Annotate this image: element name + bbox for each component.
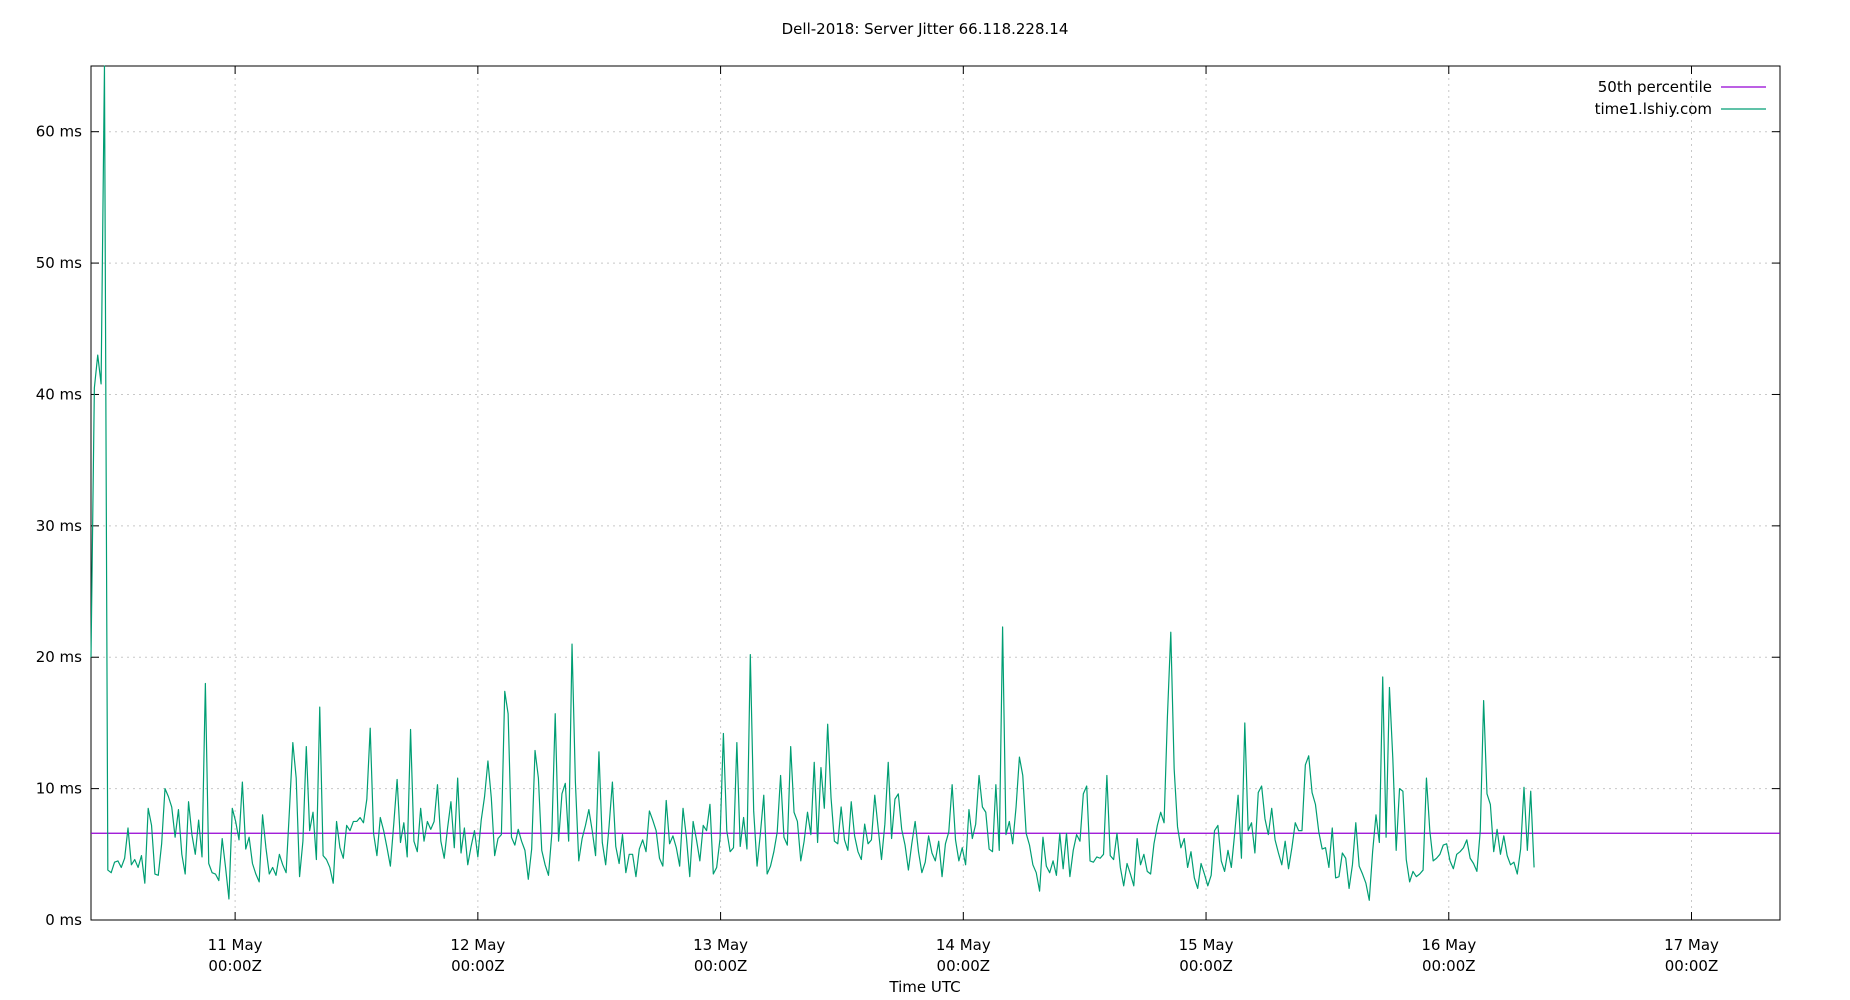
x-tick-date-label: 14 May	[936, 936, 991, 954]
y-axis: 0 ms 10 ms 20 ms 30 ms 40 ms 50 ms 60 ms	[36, 123, 1780, 929]
y-tick-label: 40 ms	[36, 385, 82, 403]
chart-title: Dell-2018: Server Jitter 66.118.228.14	[782, 20, 1069, 38]
x-tick-time-label: 00:00Z	[937, 957, 991, 975]
x-tick-date-label: 11 May	[208, 936, 263, 954]
y-tick-label: 10 ms	[36, 780, 82, 798]
y-tick-label: 30 ms	[36, 517, 82, 535]
x-tick-time-label: 00:00Z	[694, 957, 748, 975]
plot-frame	[90, 65, 1781, 921]
y-tick-label: 0 ms	[45, 911, 82, 929]
x-tick-date-label: 15 May	[1179, 936, 1234, 954]
y-tick-label: 60 ms	[36, 123, 82, 141]
legend-label: time1.lshiy.com	[1595, 100, 1712, 118]
x-tick-date-label: 13 May	[693, 936, 748, 954]
series-lines	[90, 65, 1780, 901]
x-tick-time-label: 00:00Z	[1422, 957, 1476, 975]
x-tick-date-label: 17 May	[1664, 936, 1719, 954]
y-tick-label: 50 ms	[36, 254, 82, 272]
x-axis: 11 May 00:00Z 12 May 00:00Z 13 May 00:00Z 14 M…	[208, 66, 1719, 975]
x-tick-date-label: 12 May	[450, 936, 505, 954]
legend: 50th percentile time1.lshiy.com	[1595, 78, 1766, 118]
x-tick-time-label: 00:00Z	[451, 957, 505, 975]
x-axis-label: Time UTC	[888, 978, 960, 996]
x-tick-time-label: 00:00Z	[208, 957, 262, 975]
series-line-time1-lshiy-com	[90, 65, 1535, 901]
x-tick-time-label: 00:00Z	[1179, 957, 1233, 975]
legend-label: 50th percentile	[1598, 78, 1712, 96]
x-tick-time-label: 00:00Z	[1665, 957, 1719, 975]
x-tick-date-label: 16 May	[1421, 936, 1476, 954]
y-tick-label: 20 ms	[36, 648, 82, 666]
grid	[91, 66, 1780, 920]
